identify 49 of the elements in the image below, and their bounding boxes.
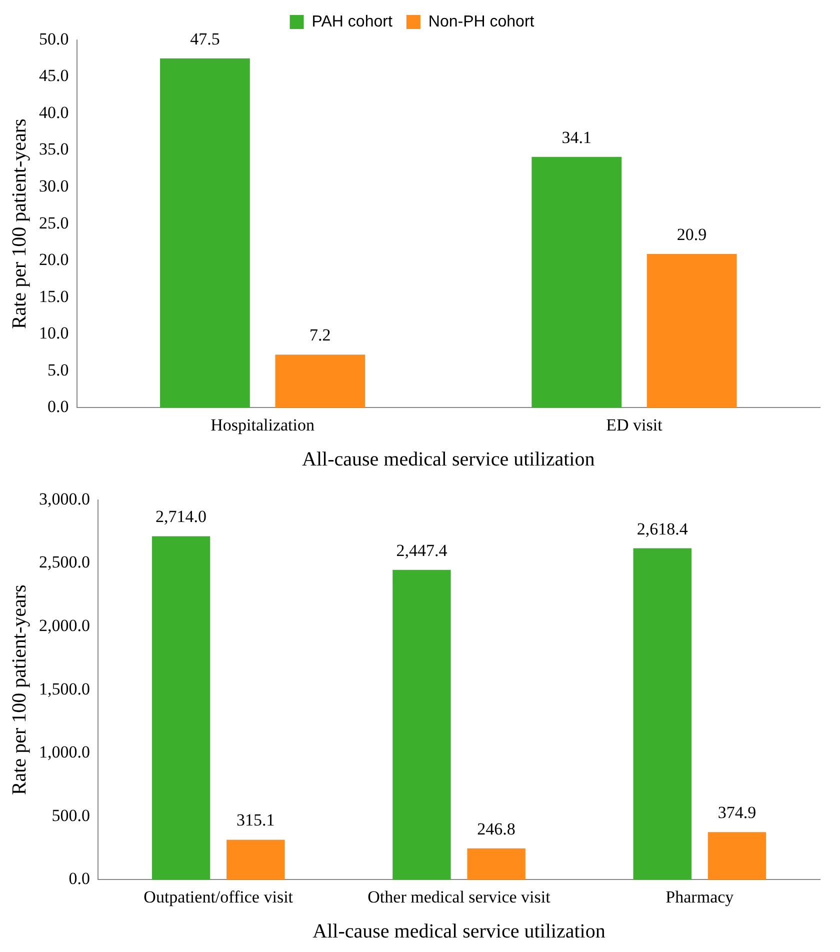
x-axis-title: All-cause medical service utilization (312, 920, 606, 942)
data-label: 315.1 (236, 810, 275, 830)
y-axis-title: Rate per 100 patient-years (8, 118, 30, 330)
y-tick-label: 15.0 (39, 286, 69, 306)
y-tick-label: 500.0 (52, 806, 90, 825)
bar (392, 570, 451, 880)
y-tick-label: 1,500.0 (39, 679, 90, 698)
y-tick-label: 3,000.0 (39, 489, 90, 508)
x-tick-label: Pharmacy (666, 887, 734, 906)
bar (160, 58, 250, 408)
bar (275, 354, 366, 408)
bar (226, 840, 285, 880)
data-label: 34.1 (562, 128, 592, 147)
x-tick-label: Other medical service visit (368, 887, 551, 906)
data-label: 374.9 (718, 803, 756, 822)
x-tick-label: ED visit (606, 415, 663, 434)
legend-label: Non-PH cohort (428, 13, 535, 30)
y-tick-label: 2,000.0 (39, 616, 90, 635)
bar (532, 156, 622, 408)
legend-label: PAH cohort (312, 13, 393, 30)
y-tick-label: 0.0 (68, 869, 90, 888)
y-tick-label: 40.0 (39, 102, 69, 122)
y-tick-label: 1,000.0 (39, 742, 90, 762)
x-axis-title: All-cause medical service utilization (302, 448, 595, 470)
y-tick-label: 50.0 (39, 29, 69, 48)
x-tick-label: Outpatient/office visit (144, 887, 294, 906)
y-tick-label: 5.0 (48, 360, 69, 380)
y-tick-label: 25.0 (39, 213, 69, 232)
y-tick-label: 20.0 (39, 250, 69, 270)
y-tick-label: 35.0 (39, 140, 69, 159)
y-tick-label: 30.0 (39, 176, 69, 196)
data-label: 7.2 (310, 326, 331, 345)
bar (633, 548, 692, 880)
y-tick-label: 45.0 (39, 66, 69, 86)
y-tick-label: 10.0 (39, 324, 69, 343)
y-tick-label: 0.0 (48, 397, 69, 416)
bar (152, 536, 210, 880)
data-label: 20.9 (676, 224, 707, 244)
y-tick-label: 2,500.0 (39, 552, 90, 572)
bar (708, 832, 766, 880)
bar (467, 848, 526, 880)
data-label: 246.8 (477, 819, 516, 838)
bar (646, 254, 737, 408)
x-tick-label: Hospitalization (210, 415, 315, 434)
data-label: 2,447.4 (396, 540, 448, 560)
y-axis-title: Rate per 100 patient-years (8, 584, 30, 796)
data-label: 2,714.0 (156, 507, 207, 526)
data-label: 47.5 (190, 29, 220, 48)
data-label: 2,618.4 (636, 519, 688, 538)
